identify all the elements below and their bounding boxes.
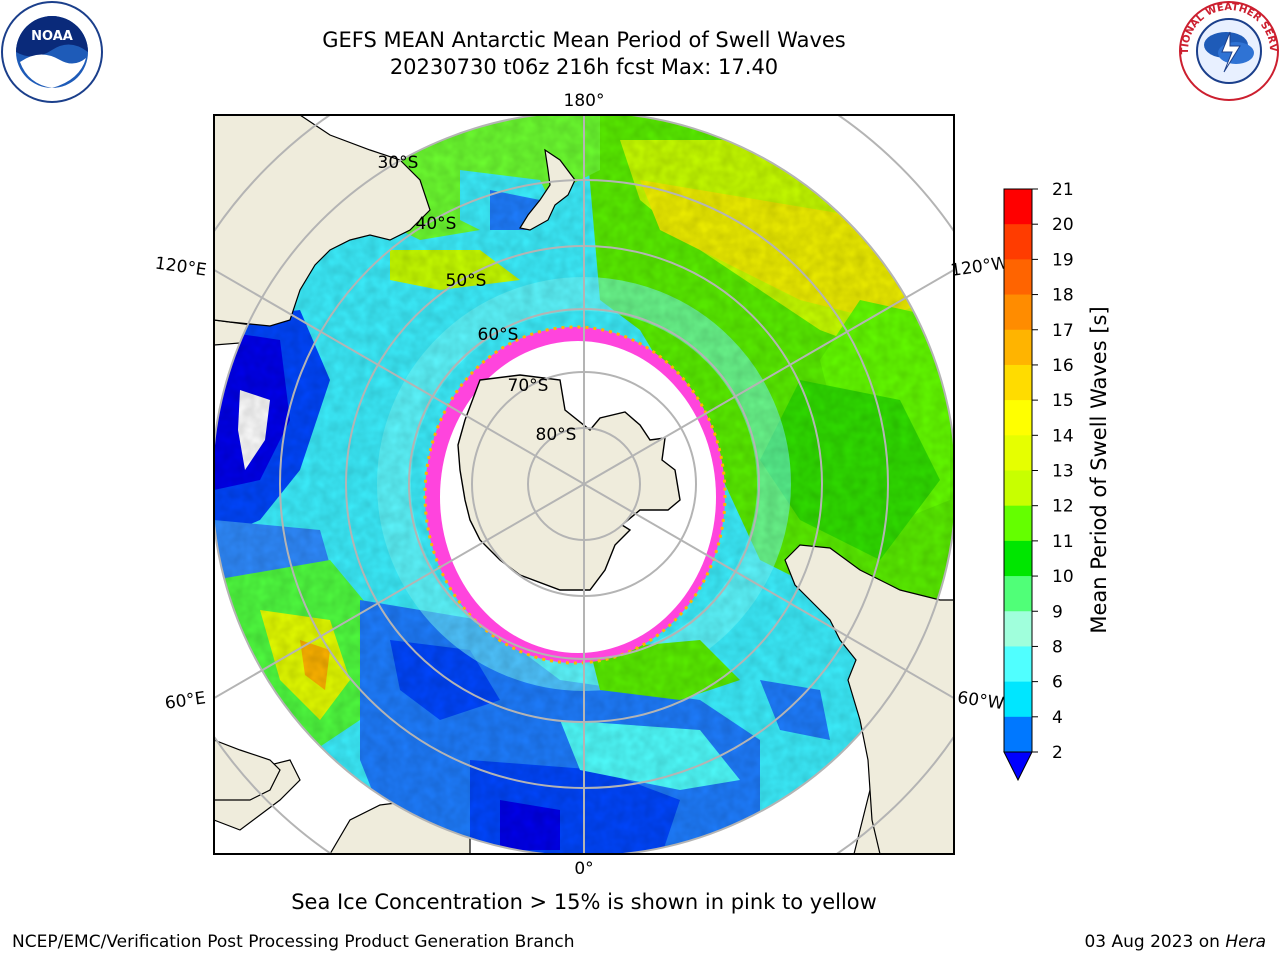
lat-label-70s: 70°S	[508, 376, 549, 396]
sea-ice-note: Sea Ice Concentration > 15% is shown in …	[291, 890, 877, 914]
colorbar-tick-label: 10	[1052, 567, 1074, 587]
colorbar-tick-label: 4	[1052, 708, 1063, 728]
graticule	[214, 115, 954, 854]
colorbar-tick-label: 14	[1052, 426, 1074, 446]
colorbar-tick-label: 19	[1052, 250, 1074, 270]
lon-label-120w: 120°W	[949, 253, 1009, 281]
svg-text:NOAA: NOAA	[31, 29, 73, 44]
colorbar-swatch	[1004, 716, 1032, 753]
colorbar-label: Mean Period of Swell Waves [s]	[1087, 306, 1111, 633]
colorbar-tick-label: 9	[1052, 602, 1063, 622]
colorbar-tick-label: 21	[1052, 180, 1074, 200]
colorbar-tick-label: 6	[1052, 673, 1063, 693]
colorbar-swatch	[1004, 294, 1032, 331]
colorbar-swatch	[1004, 364, 1032, 401]
footer-credit: NCEP/EMC/Verification Post Processing Pr…	[12, 932, 575, 952]
colorbar-swatch	[1004, 505, 1032, 542]
colorbar-tick-label: 20	[1052, 215, 1074, 235]
colorbar-swatch	[1004, 259, 1032, 296]
colorbar-swatch	[1004, 329, 1032, 366]
lat-label-60s: 60°S	[478, 325, 519, 345]
lat-label-40s: 40°S	[416, 214, 457, 234]
lat-label-30s: 30°S	[378, 153, 419, 173]
footer-host: Hera	[1225, 932, 1266, 952]
colorbar-tick-label: 13	[1052, 462, 1074, 482]
chart-subtitle: 20230730 t06z 216h fcst Max: 17.40	[389, 55, 779, 79]
colorbar-tick-label: 15	[1052, 391, 1074, 411]
colorbar-tick-label: 2	[1052, 743, 1063, 763]
colorbar-swatch	[1004, 611, 1032, 647]
colorbar-swatch	[1004, 189, 1032, 225]
footer-date-text: 03 Aug 2023 on	[1084, 932, 1226, 952]
map-frame	[213, 114, 955, 855]
chart-title: GEFS MEAN Antarctic Mean Period of Swell…	[322, 28, 846, 52]
colorbar-swatch	[1004, 540, 1032, 577]
colorbar-swatch	[1004, 400, 1032, 436]
lat-label-50s: 50°S	[446, 271, 487, 291]
colorbar-extend-arrow	[1003, 751, 1033, 782]
colorbar-swatch	[1004, 435, 1032, 471]
lon-label-60w: 60°W	[956, 688, 1005, 714]
lat-label-80s: 80°S	[536, 425, 577, 445]
colorbar-tick-label: 11	[1052, 532, 1074, 552]
lon-label-120e: 120°E	[154, 254, 208, 281]
colorbar-tick-label: 8	[1052, 637, 1063, 657]
colorbar-swatch	[1004, 224, 1032, 260]
antarctica-landmass	[457, 374, 681, 591]
colorbar-tick-label: 16	[1052, 356, 1074, 376]
colorbar-swatch	[1004, 576, 1032, 612]
africa-landmass	[214, 739, 281, 801]
colorbar-swatch	[1004, 681, 1032, 718]
lon-label-180: 180°	[564, 91, 605, 111]
colorbar-tick-label: 18	[1052, 286, 1074, 306]
colorbar-tick-label: 12	[1052, 497, 1074, 517]
nws-logo-icon: NATIONAL WEATHER SERVICE	[1178, 0, 1279, 101]
lon-label-0: 0°	[574, 859, 593, 879]
colorbar-tick-label: 17	[1052, 321, 1074, 341]
noaa-logo-icon: NOAA	[1, 1, 103, 103]
colorbar-swatch	[1004, 470, 1032, 507]
lon-label-60e: 60°E	[164, 688, 207, 713]
colorbar: 21 20 19 18 17 16 15 14 13 12 11 10 9 8 6 4 2	[1003, 180, 1074, 782]
footer-date: 03 Aug 2023 on Hera	[1084, 932, 1266, 952]
colorbar-swatch	[1004, 646, 1032, 683]
south-america-landmass	[784, 544, 954, 854]
